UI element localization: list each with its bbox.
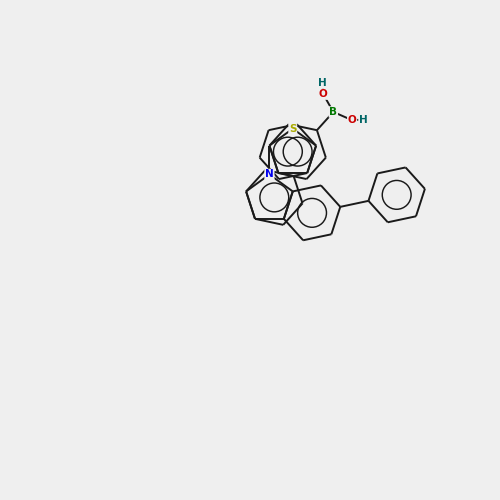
Text: S: S bbox=[289, 124, 296, 134]
Text: B: B bbox=[330, 107, 338, 117]
Text: O: O bbox=[319, 89, 328, 99]
Text: O: O bbox=[348, 115, 356, 125]
Text: H: H bbox=[318, 78, 327, 88]
Text: H: H bbox=[359, 114, 368, 124]
Text: N: N bbox=[265, 170, 274, 179]
